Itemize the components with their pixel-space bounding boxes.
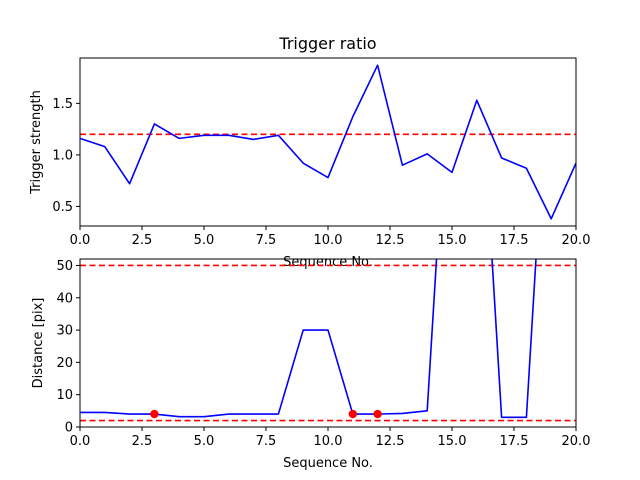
x-tick-label: 10.0 (314, 434, 343, 449)
y-tick-label: 0.5 (52, 200, 73, 215)
y-tick-label: 40 (56, 291, 73, 306)
x-tick-label: 17.5 (500, 233, 529, 248)
x-axis-label: Sequence No. (283, 456, 373, 471)
y-axis-label: Distance [pix] (31, 298, 46, 389)
x-tick-label: 20.0 (562, 233, 591, 248)
distance-chart: 0.0 2.5 5.0 7.5 10.0 12.5 15.0 17.5 20.0 0 10 20 30 4… (31, 258, 591, 471)
x-tick-label: 0.0 (70, 233, 91, 248)
y-tick-label: 50 (56, 259, 73, 274)
y-axis-label: Trigger strength (29, 90, 44, 195)
x-tick-label: 15.0 (438, 233, 467, 248)
x-tick-label: 5.0 (194, 233, 215, 248)
y-tick-label: 20 (56, 356, 73, 371)
trigger-ratio-chart: Trigger ratio 0.0 2.5 5.0 7.5 10.0 12.5 15.0 17… (29, 34, 590, 270)
x-tick-label: 2.5 (132, 233, 153, 248)
y-tick-label: 10 (56, 388, 73, 403)
x-tick-label: 12.5 (376, 434, 405, 449)
x-tick-label: 2.5 (132, 434, 153, 449)
data-point (373, 409, 382, 419)
series-line (80, 64, 576, 220)
x-tick-label: 17.5 (500, 434, 529, 449)
y-tick-label: 30 (56, 324, 73, 339)
y-tick-label: 1.5 (52, 97, 73, 112)
x-tick-label: 10.0 (314, 233, 343, 248)
x-tick-label: 7.5 (256, 434, 277, 449)
data-point (150, 409, 159, 419)
x-axis-label: Sequence No. (283, 255, 373, 270)
y-tick-label: 1.0 (52, 148, 73, 163)
x-tick-label: 5.0 (194, 434, 215, 449)
x-tick-label: 0.0 (70, 434, 91, 449)
y-tick-label: 0 (65, 421, 73, 436)
data-point (348, 409, 357, 419)
x-tick-label: 20.0 (562, 434, 591, 449)
x-tick-label: 12.5 (376, 233, 405, 248)
x-tick-label: 15.0 (438, 434, 467, 449)
x-tick-label: 7.5 (256, 233, 277, 248)
chart-title: Trigger ratio (278, 34, 376, 53)
